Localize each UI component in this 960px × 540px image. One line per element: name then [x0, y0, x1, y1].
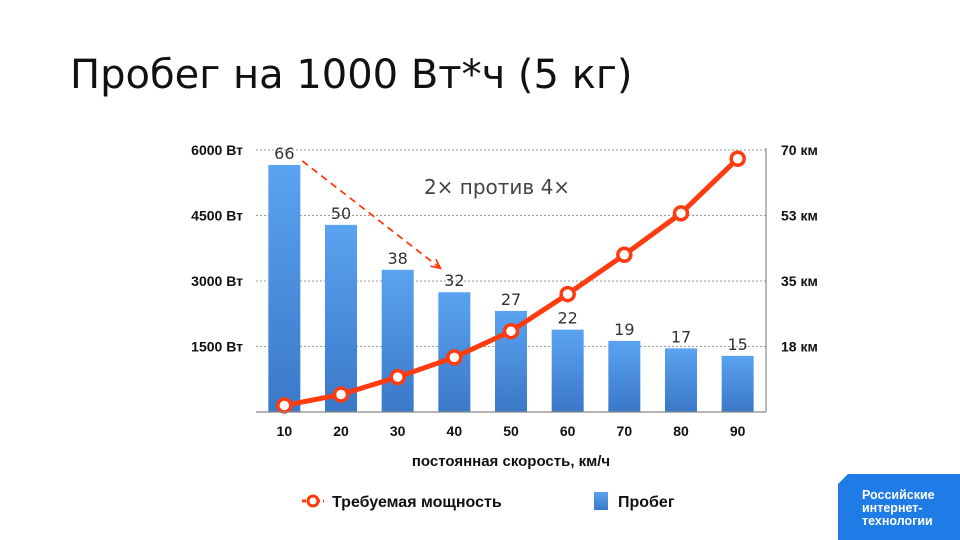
annotation-text: 2× против 4×	[424, 175, 570, 199]
bar	[325, 224, 357, 412]
bar-data-label: 32	[444, 271, 464, 290]
x-tick-label: 20	[333, 423, 349, 439]
x-tick-label: 90	[730, 423, 746, 439]
x-axis-title: постоянная скорость, км/ч	[412, 453, 610, 470]
x-tick-label: 70	[617, 423, 633, 439]
right-tick-label: 53 км	[781, 208, 818, 224]
bar	[268, 164, 301, 412]
power-point	[672, 205, 690, 222]
bar-label-layer: 66 50 38 32 27 22 19 17 15	[274, 144, 748, 354]
left-tick-label: 3000 Вт	[191, 273, 243, 289]
power-point	[502, 322, 520, 340]
bar	[608, 340, 641, 412]
bar-data-label: 66	[274, 144, 294, 163]
bar	[381, 269, 414, 412]
x-tick-label: 30	[390, 423, 406, 439]
x-tick-label: 40	[447, 423, 463, 439]
line-layer	[276, 150, 746, 414]
slide-title: Пробег на 1000 Вт*ч (5 кг)	[70, 52, 633, 98]
bar-data-label: 38	[387, 249, 407, 268]
power-point	[559, 285, 576, 303]
annotation-arrow-line	[301, 160, 441, 269]
legend-label-power: Требуемая мощность	[332, 494, 502, 511]
left-tick-label: 4500 Вт	[191, 208, 243, 224]
bar-data-label: 22	[557, 309, 577, 328]
bar-data-label: 50	[331, 204, 351, 223]
power-point	[616, 246, 633, 264]
power-point	[389, 368, 406, 386]
left-tick-label: 6000 Вт	[191, 142, 243, 158]
legend-label-range: Пробег	[618, 494, 675, 511]
x-tick-label: 10	[277, 423, 293, 439]
bar-data-label: 19	[614, 320, 634, 339]
bar	[665, 348, 697, 412]
bar-layer	[268, 164, 754, 412]
bar-data-label: 15	[727, 335, 747, 354]
bar	[551, 329, 584, 412]
legend-line-marker	[306, 494, 320, 508]
logo-line: интернет-	[862, 501, 923, 515]
legend-layer: Требуемая мощность Пробег	[302, 492, 675, 511]
right-tick-label: 70 км	[781, 142, 818, 158]
logo-line: Российские	[862, 488, 935, 502]
logo-line: технологии	[862, 514, 933, 528]
axis-layer: 1500 Вт 3000 Вт 4500 Вт 6000 Вт 18 км 35 км 53…	[191, 142, 818, 470]
right-tick-label: 35 км	[781, 273, 818, 289]
bar	[721, 355, 754, 412]
right-tick-label: 18 км	[781, 339, 818, 355]
left-tick-label: 1500 Вт	[191, 339, 243, 355]
bar-data-label: 17	[671, 327, 691, 346]
bar-data-label: 27	[501, 290, 521, 309]
power-point	[446, 349, 463, 366]
x-tick-label: 50	[503, 423, 519, 439]
power-point	[729, 150, 746, 167]
power-point	[276, 397, 293, 414]
x-tick-label: 60	[560, 423, 576, 439]
x-tick-label: 80	[673, 423, 689, 439]
power-point	[332, 386, 350, 403]
annotation-arrow-head	[430, 258, 442, 270]
annotation-layer: 2× против 4×	[301, 160, 570, 270]
legend-bar-swatch	[594, 492, 608, 510]
